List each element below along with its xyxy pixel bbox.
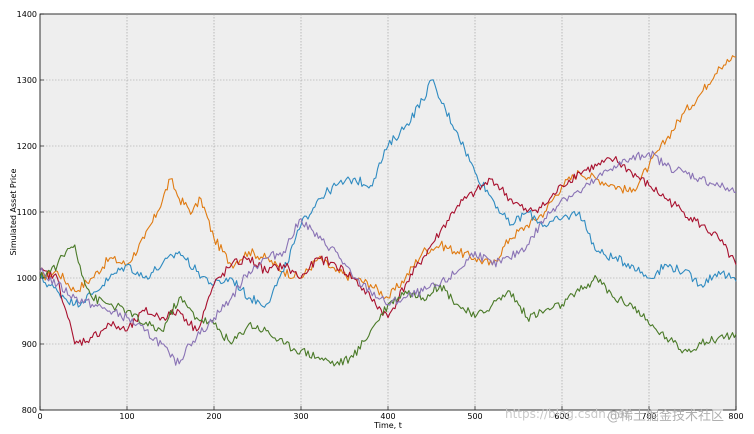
- y-tick-label: 1200: [17, 142, 37, 151]
- y-tick-label: 1400: [17, 10, 37, 19]
- y-tick-label: 1000: [17, 274, 37, 283]
- x-tick-label: 400: [380, 412, 395, 421]
- watermark-url: https://blog.csdn.net: [505, 407, 630, 421]
- x-tick-label: 600: [554, 412, 569, 421]
- x-tick-label: 800: [728, 412, 743, 421]
- series-line: [39, 55, 737, 299]
- x-tick-label: 500: [467, 412, 482, 421]
- x-tick-label: 0: [37, 412, 42, 421]
- x-axis-label: Time, t: [373, 421, 402, 430]
- y-tick-label: 1300: [17, 76, 37, 85]
- ticks: 0 100 200 300 400 500 600 700 800 800 900 1000 1100 1…: [17, 10, 744, 421]
- series-layer: [39, 55, 737, 367]
- series-line: [39, 150, 737, 366]
- x-tick-label: 700: [641, 412, 656, 421]
- x-tick-label: 300: [293, 412, 308, 421]
- series-line: [39, 156, 737, 346]
- watermark-brand: @稀土掘金技术社区: [607, 408, 724, 424]
- y-tick-label: 800: [22, 406, 37, 415]
- y-tick-label: 900: [22, 340, 37, 349]
- series-line: [39, 79, 737, 308]
- y-tick-label: 1100: [17, 208, 37, 217]
- x-tick-label: 100: [119, 412, 134, 421]
- x-tick-label: 200: [206, 412, 221, 421]
- y-axis-label: Simulated Asset Price: [9, 168, 18, 255]
